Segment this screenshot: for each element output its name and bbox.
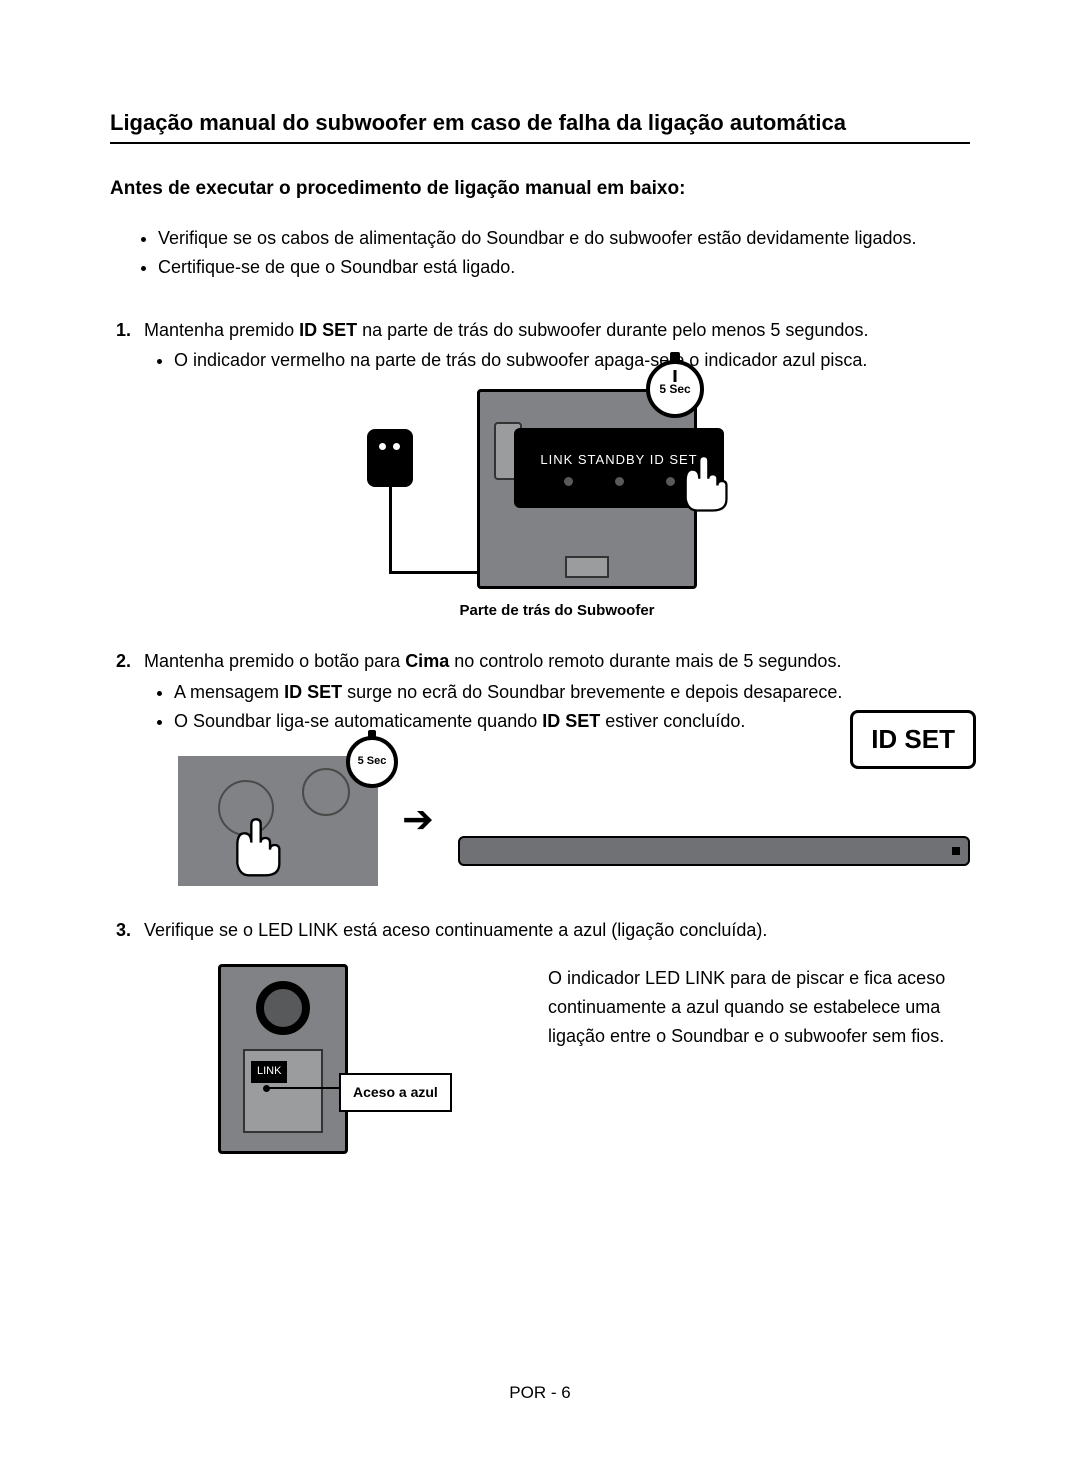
subtitle: Antes de executar o procedimento de liga… [110,178,970,200]
subwoofer-back-illustration: LINK STANDBY ID SET 5 Sec [477,389,697,589]
step2-b1-suffix: surge no ecrã do Soundbar brevemente e d… [342,682,842,702]
remote-stopwatch-icon: 5 Sec [346,736,398,788]
bottom-panel-icon [565,556,609,578]
figure-subwoofer-link: LINK Aceso a azul [178,964,518,1164]
subwoofer-front-illustration: LINK Aceso a azul [218,964,348,1154]
link-label: LINK [251,1061,287,1083]
callout-line-icon [269,1087,339,1089]
page-number: POR - 6 [509,1383,570,1403]
step1-suffix: na parte de trás do subwoofer durante pe… [357,320,868,340]
arrow-right-icon: ➔ [402,790,434,851]
pre-bullet-1: Verifique se os cabos de alimentação do … [158,224,970,253]
step1-bold: ID SET [299,320,357,340]
fig1-caption: Parte de trás do Subwoofer [387,599,727,623]
step-1: Mantenha premido ID SET na parte de trás… [110,316,970,624]
soundbar-illustration [458,836,970,866]
step-2: Mantenha premido o botão para Cima no co… [110,647,970,885]
step-3: Verifique se o LED LINK está aceso conti… [110,916,970,1165]
idset-badge: ID SET [850,710,976,770]
figure-remote-soundbar: 5 Sec ➔ ID SET [178,756,970,886]
step3-description: O indicador LED LINK para de piscar e fi… [548,964,970,1050]
step2-bullet-1: A mensagem ID SET surge no ecrã do Sound… [174,678,970,707]
power-plug-icon [367,429,413,487]
cord-icon [389,485,395,571]
step2-suffix: no controlo remoto durante mais de 5 seg… [449,651,841,671]
remote-stopwatch-label: 5 Sec [358,753,387,771]
figure-subwoofer-back: 〰 LINK STANDBY ID SET 5 Sec [387,389,727,623]
pre-bullet-2: Certifique-se de que o Soundbar está lig… [158,253,970,282]
pre-bullets: Verifique se os cabos de alimentação do … [158,224,970,282]
aceso-badge: Aceso a azul [339,1073,452,1111]
hand-press-remote-icon [214,810,284,880]
step2-b2-bold: ID SET [542,711,600,731]
remote-illustration: 5 Sec [178,756,378,886]
step3-text: Verifique se o LED LINK está aceso conti… [144,920,767,940]
woofer-icon [256,981,310,1035]
step1-bullet: O indicador vermelho na parte de trás do… [174,346,970,375]
hand-press-icon [663,447,731,515]
step2-b2-prefix: O Soundbar liga-se automaticamente quand… [174,711,542,731]
step2-b2-suffix: estiver concluído. [600,711,745,731]
step2-bold: Cima [405,651,449,671]
step2-b1-bold: ID SET [284,682,342,702]
callout-panel: LINK STANDBY ID SET [514,428,724,508]
step2-prefix: Mantenha premido o botão para [144,651,405,671]
step2-b1-prefix: A mensagem [174,682,284,702]
stopwatch-label: 5 Sec [659,380,690,399]
section-title: Ligação manual do subwoofer em caso de f… [110,110,970,144]
step1-prefix: Mantenha premido [144,320,299,340]
stopwatch-icon: 5 Sec [646,360,704,418]
